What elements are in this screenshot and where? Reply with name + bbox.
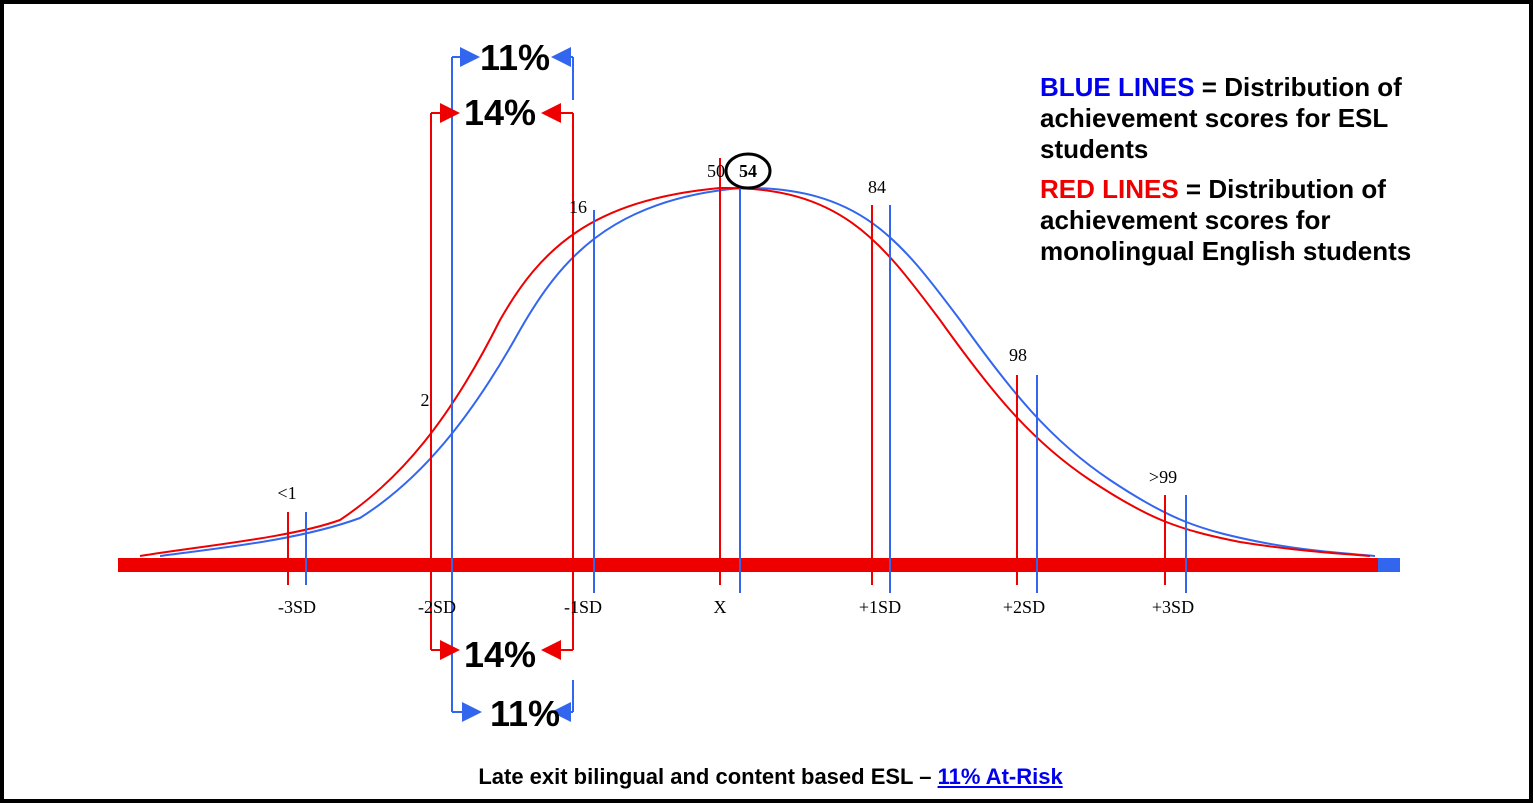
sd-lines	[287, 57, 1187, 712]
percentile-label: 98	[1009, 345, 1027, 365]
sd-label: -1SD	[564, 597, 602, 617]
sd-label: -3SD	[278, 597, 316, 617]
percentile-label: 16	[569, 197, 587, 217]
percentile-label: 2	[421, 390, 430, 410]
sd-label: +2SD	[1003, 597, 1045, 617]
circle	[724, 152, 772, 190]
bracket-arrows	[431, 47, 573, 722]
caption: Late exit bilingual and content based ES…	[4, 764, 1533, 790]
percentile-label: >99	[1149, 467, 1177, 487]
legend-red: RED LINES = Distribution of achievement …	[1040, 174, 1460, 267]
bracket-label: 11%	[490, 693, 560, 734]
sd-label: -2SD	[418, 597, 456, 617]
percentile-label: <1	[277, 483, 296, 503]
legend-key: RED LINES	[1040, 174, 1179, 204]
axis-end	[1378, 558, 1400, 572]
bracket-label: 14%	[464, 92, 536, 133]
curves	[139, 186, 1376, 557]
axis-bar	[118, 558, 1378, 572]
percentile-label: 54	[739, 161, 757, 181]
blue-curve	[159, 186, 1376, 557]
legend-text: = Distribution of achievement scores for…	[1040, 72, 1402, 164]
legend-key: BLUE LINES	[1040, 72, 1195, 102]
caption-link[interactable]: 11% At-Risk	[937, 764, 1063, 789]
bracket-label: 11%	[480, 37, 550, 78]
sd-label: X	[714, 597, 727, 617]
sd-label: +3SD	[1152, 597, 1194, 617]
bracket-label: 14%	[464, 634, 536, 675]
red-curve	[139, 186, 1371, 557]
caption-text: Late exit bilingual and content based ES…	[478, 764, 938, 789]
sd-label: +1SD	[859, 597, 901, 617]
legend-blue: BLUE LINES = Distribution of achievement…	[1040, 72, 1460, 165]
percentile-label: 50	[707, 161, 725, 181]
legend-text: = Distribution of achievement scores for…	[1040, 174, 1412, 266]
percentile-label: 84	[868, 177, 886, 197]
